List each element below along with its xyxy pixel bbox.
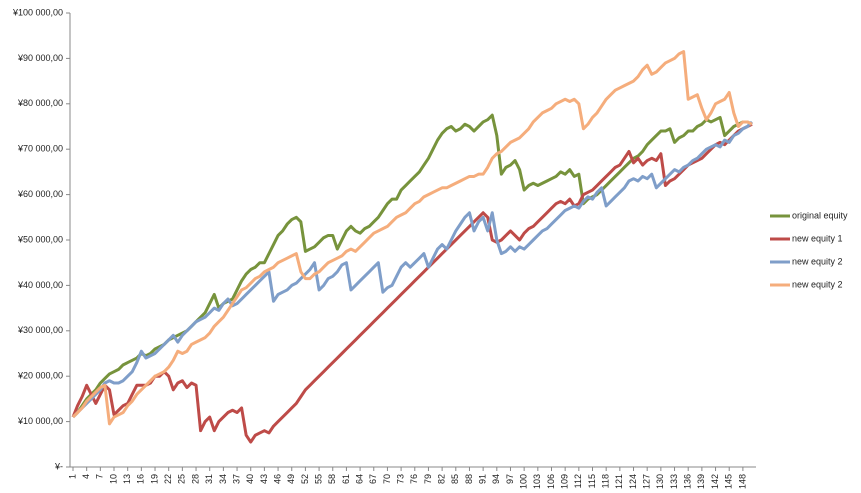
x-tick-label: 142 (710, 474, 720, 489)
x-tick-label: 22 (163, 474, 173, 484)
x-tick-label: 40 (245, 474, 255, 484)
y-tick-label: ¥80 000,00 (17, 98, 63, 108)
legend-label: new equity 1 (792, 233, 843, 243)
x-tick-label: 121 (614, 474, 624, 489)
series-line (71, 50, 753, 426)
x-tick-label: 139 (696, 474, 706, 489)
x-tick-label: 52 (300, 474, 310, 484)
y-tick-label: ¥60 000,00 (17, 189, 63, 199)
x-tick-label: 61 (341, 474, 351, 484)
x-tick-label: 19 (149, 474, 159, 484)
x-tick-label: 43 (259, 474, 269, 484)
x-tick-label: 67 (368, 474, 378, 484)
x-tick-label: 82 (436, 474, 446, 484)
x-tick-label: 88 (464, 474, 474, 484)
x-tick-label: 124 (628, 474, 638, 489)
y-tick-label: ¥70 000,00 (17, 144, 63, 154)
x-tick-label: 148 (737, 474, 747, 489)
x-tick-label: 94 (491, 474, 501, 484)
x-tick-label: 109 (560, 474, 570, 489)
y-tick-label: ¥30 000,00 (17, 325, 63, 335)
x-tick-label: 10 (108, 474, 118, 484)
x-tick-label: 37 (231, 474, 241, 484)
x-tick-label: 34 (218, 474, 228, 484)
legend-label: original equity (792, 210, 848, 220)
x-tick-label: 103 (532, 474, 542, 489)
x-tick-label: 1 (67, 474, 77, 479)
x-tick-label: 28 (190, 474, 200, 484)
y-tick-label: ¥50 000,00 (17, 234, 63, 244)
y-tick-label: ¥20 000,00 (17, 371, 63, 381)
series-line (71, 122, 753, 444)
legend-label: new equity 2 (792, 279, 843, 289)
x-tick-label: 58 (327, 474, 337, 484)
x-tick-label: 31 (204, 474, 214, 484)
x-tick-label: 91 (478, 474, 488, 484)
x-tick-label: 79 (423, 474, 433, 484)
x-tick-label: 76 (409, 474, 419, 484)
x-tick-label: 49 (286, 474, 296, 484)
x-tick-label: 46 (272, 474, 282, 484)
x-tick-label: 85 (450, 474, 460, 484)
x-tick-label: 118 (601, 474, 611, 488)
legend: original equity new equity 1 new equity 2 n… (770, 210, 848, 289)
series-line (71, 120, 754, 419)
x-tick-label: 4 (81, 474, 91, 479)
y-tick-label: ¥10 000,00 (17, 416, 63, 426)
y-tick-label: ¥100 000,00 (12, 7, 63, 17)
legend-label: new equity 2 (792, 256, 843, 266)
x-tick-label: 133 (669, 474, 679, 489)
x-tick-label: 73 (395, 474, 405, 484)
x-tick-label: 25 (177, 474, 187, 484)
x-tick-label: 55 (313, 474, 323, 484)
x-tick-label: 16 (136, 474, 146, 484)
x-tick-label: 64 (354, 474, 364, 484)
x-tick-label: 112 (573, 474, 583, 488)
x-tick-label: 7 (95, 474, 105, 479)
y-tick-label: ¥- (54, 461, 63, 471)
y-tick-label: ¥40 000,00 (17, 280, 63, 290)
x-tick-label: 100 (519, 474, 529, 489)
x-tick-label: 106 (546, 474, 556, 489)
x-tick-label: 136 (683, 474, 693, 489)
x-tick-label: 127 (642, 474, 652, 489)
y-tick-label: ¥90 000,00 (17, 53, 63, 63)
x-tick-label: 145 (724, 474, 734, 489)
x-tick-label: 115 (587, 474, 597, 488)
x-tick-label: 70 (382, 474, 392, 484)
x-tick-label: 97 (505, 474, 515, 484)
x-tick-label: 13 (122, 474, 132, 484)
x-tick-label: 130 (655, 474, 665, 489)
